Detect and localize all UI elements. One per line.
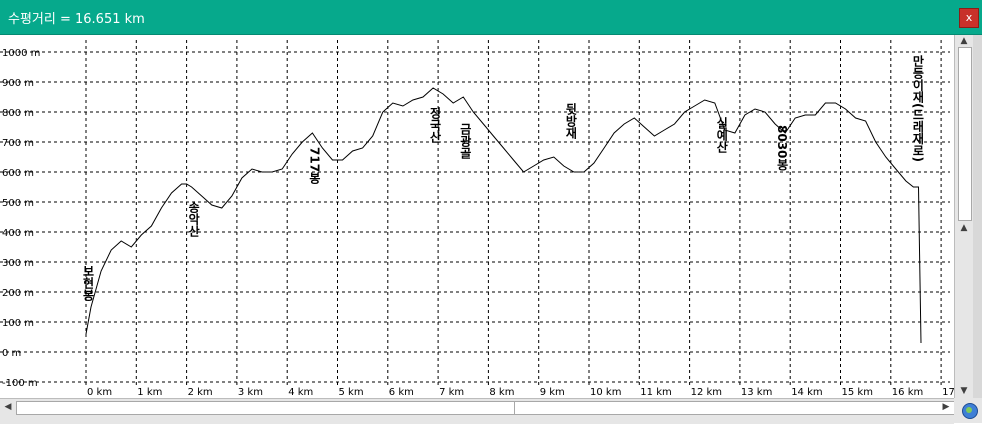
- x-tick-label: 10 km: [590, 387, 621, 398]
- down-arrow-icon[interactable]: ▼: [960, 386, 968, 396]
- vertical-scroll-thumb[interactable]: [958, 47, 972, 221]
- place-label: 8030봉: [775, 125, 789, 171]
- place-label: 뒷방재: [564, 103, 578, 140]
- x-tick-label: 7 km: [439, 387, 464, 398]
- grid-lines: [0, 40, 950, 385]
- x-tick-label: 16 km: [892, 387, 923, 398]
- x-tick-label: 1 km: [137, 387, 162, 398]
- left-arrow-icon[interactable]: ◀: [4, 402, 12, 412]
- y-axis-tick-labels: 1000 m 900 m 800 m 700 m 600 m 500 m 400 m 300 …: [2, 48, 40, 389]
- up-arrow-icon[interactable]: ▲: [960, 36, 968, 46]
- x-tick-label: 13 km: [741, 387, 772, 398]
- corner-box: [954, 398, 982, 423]
- place-label: 송악산: [187, 201, 201, 238]
- x-tick-label: 3 km: [238, 387, 263, 398]
- x-tick-label: 5 km: [339, 387, 364, 398]
- horizontal-scrollbar[interactable]: ◀ ▶: [0, 398, 956, 424]
- x-tick-label: 0 km: [87, 387, 112, 398]
- y-tick-label: 600 m: [2, 168, 34, 179]
- x-tick-label: 4 km: [288, 387, 313, 398]
- right-arrow-icon[interactable]: ▶: [942, 402, 950, 412]
- vertical-scrollbar[interactable]: ▲ ▲ ▼: [954, 35, 982, 398]
- place-label: 보현봉: [81, 265, 95, 302]
- place-label: 만등이재(드래재로): [911, 54, 925, 162]
- place-label: 실예산: [715, 116, 729, 154]
- y-tick-label: 800 m: [2, 108, 34, 119]
- place-annotations: 보현봉 송악산 717봉 정국산 금광골 뒷방재 실예산 8030봉 만등이재(드래재로): [81, 54, 925, 302]
- place-label: 717봉: [307, 147, 321, 185]
- y-tick-label: 100 m: [2, 318, 34, 329]
- y-tick-label: 1000 m: [2, 48, 40, 59]
- globe-icon[interactable]: [962, 403, 978, 419]
- close-icon[interactable]: x: [959, 8, 979, 28]
- x-tick-label: 8 km: [489, 387, 514, 398]
- horizontal-scroll-thumb[interactable]: [16, 401, 515, 415]
- x-tick-label: 11 km: [640, 387, 671, 398]
- x-tick-label: 2 km: [188, 387, 213, 398]
- x-tick-label: 14 km: [791, 387, 822, 398]
- y-tick-label: 500 m: [2, 198, 34, 209]
- up-arrow-icon[interactable]: ▲: [960, 223, 968, 233]
- y-tick-label: 700 m: [2, 138, 34, 149]
- elevation-profile-chart: 1000 m 900 m 800 m 700 m 600 m 500 m 400 m 300 …: [0, 40, 954, 398]
- elevation-series-line: [85, 87, 922, 344]
- y-tick-label: 200 m: [2, 288, 34, 299]
- y-tick-label: 900 m: [2, 78, 34, 89]
- y-tick-label: 400 m: [2, 228, 34, 239]
- window-title: 수평거리 = 16.651 km: [8, 12, 145, 27]
- title-bar: 수평거리 = 16.651 km x: [0, 0, 982, 35]
- x-tick-label: 9 km: [540, 387, 565, 398]
- x-tick-label: 12 km: [691, 387, 722, 398]
- y-tick-label: 0 m: [2, 348, 21, 359]
- place-label: 정국산: [428, 106, 442, 144]
- x-tick-label: 15 km: [842, 387, 873, 398]
- x-tick-label: 17: [942, 387, 954, 398]
- x-tick-label: 6 km: [389, 387, 414, 398]
- x-axis-tick-labels: 0 km 1 km 2 km 3 km 4 km 5 km 6 km 7 km 8 km 9 km…: [87, 387, 954, 398]
- y-tick-label: -100 m: [2, 378, 38, 389]
- y-tick-label: 300 m: [2, 258, 34, 269]
- place-label: 금광골: [458, 123, 472, 160]
- horizontal-scroll-track[interactable]: [514, 401, 956, 415]
- vertical-scroll-track[interactable]: [973, 35, 982, 398]
